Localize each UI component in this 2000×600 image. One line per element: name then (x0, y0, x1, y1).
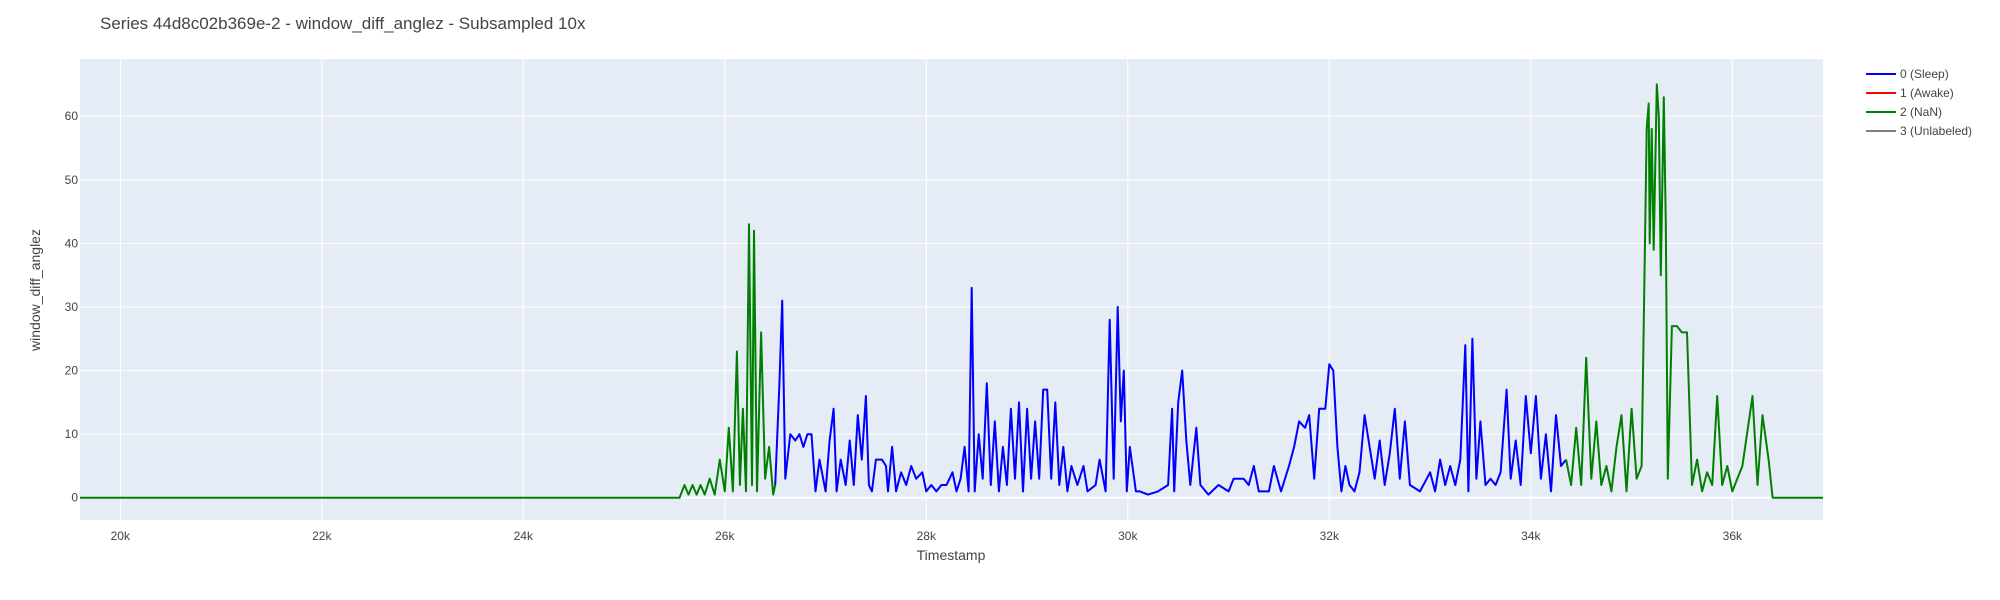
x-axis-label: Timestamp (917, 547, 986, 563)
x-tick-label: 22k (312, 529, 332, 543)
legend-label: 2 (NaN) (1900, 105, 1942, 119)
series-line-2 (80, 223, 777, 499)
legend-label: 1 (Awake) (1900, 86, 1954, 100)
legend-label: 0 (Sleep) (1900, 67, 1949, 81)
x-tick-label: 26k (715, 529, 735, 543)
series-line-2 (1565, 83, 1823, 499)
x-tick-label: 24k (514, 529, 534, 543)
x-tick-label: 30k (1118, 529, 1138, 543)
y-tick-label: 20 (65, 364, 79, 378)
y-tick-label: 40 (65, 236, 79, 250)
y-tick-label: 0 (71, 491, 78, 505)
legend[interactable]: 0 (Sleep) 1 (Awake) 2 (NaN) 3 (Unlabeled) (1866, 67, 1972, 138)
legend-item[interactable]: 0 (Sleep) (1866, 67, 1949, 81)
y-tick-label: 10 (65, 427, 79, 441)
y-axis-label: window_diff_anglez (27, 229, 43, 352)
legend-item[interactable]: 2 (NaN) (1866, 105, 1942, 119)
chart-title: Series 44d8c02b369e-2 - window_diff_angl… (100, 14, 586, 33)
legend-item[interactable]: 3 (Unlabeled) (1866, 124, 1972, 138)
y-axis-ticks: 0 10 20 30 40 50 60 (65, 109, 79, 505)
series-lines (80, 83, 1823, 499)
x-axis-ticks: 20k 22k 24k 26k 28k 30k 32k 34k 36k (111, 529, 1743, 543)
series-line-0 (774, 286, 1567, 496)
legend-label: 3 (Unlabeled) (1900, 124, 1972, 138)
x-tick-label: 20k (111, 529, 131, 543)
plot-area (80, 59, 1823, 520)
x-tick-label: 36k (1723, 529, 1743, 543)
x-tick-label: 34k (1521, 529, 1541, 543)
y-tick-label: 30 (65, 300, 79, 314)
x-tick-label: 32k (1320, 529, 1340, 543)
legend-item[interactable]: 1 (Awake) (1866, 86, 1954, 100)
y-tick-label: 50 (65, 173, 79, 187)
x-tick-label: 28k (917, 529, 937, 543)
y-tick-label: 60 (65, 109, 79, 123)
